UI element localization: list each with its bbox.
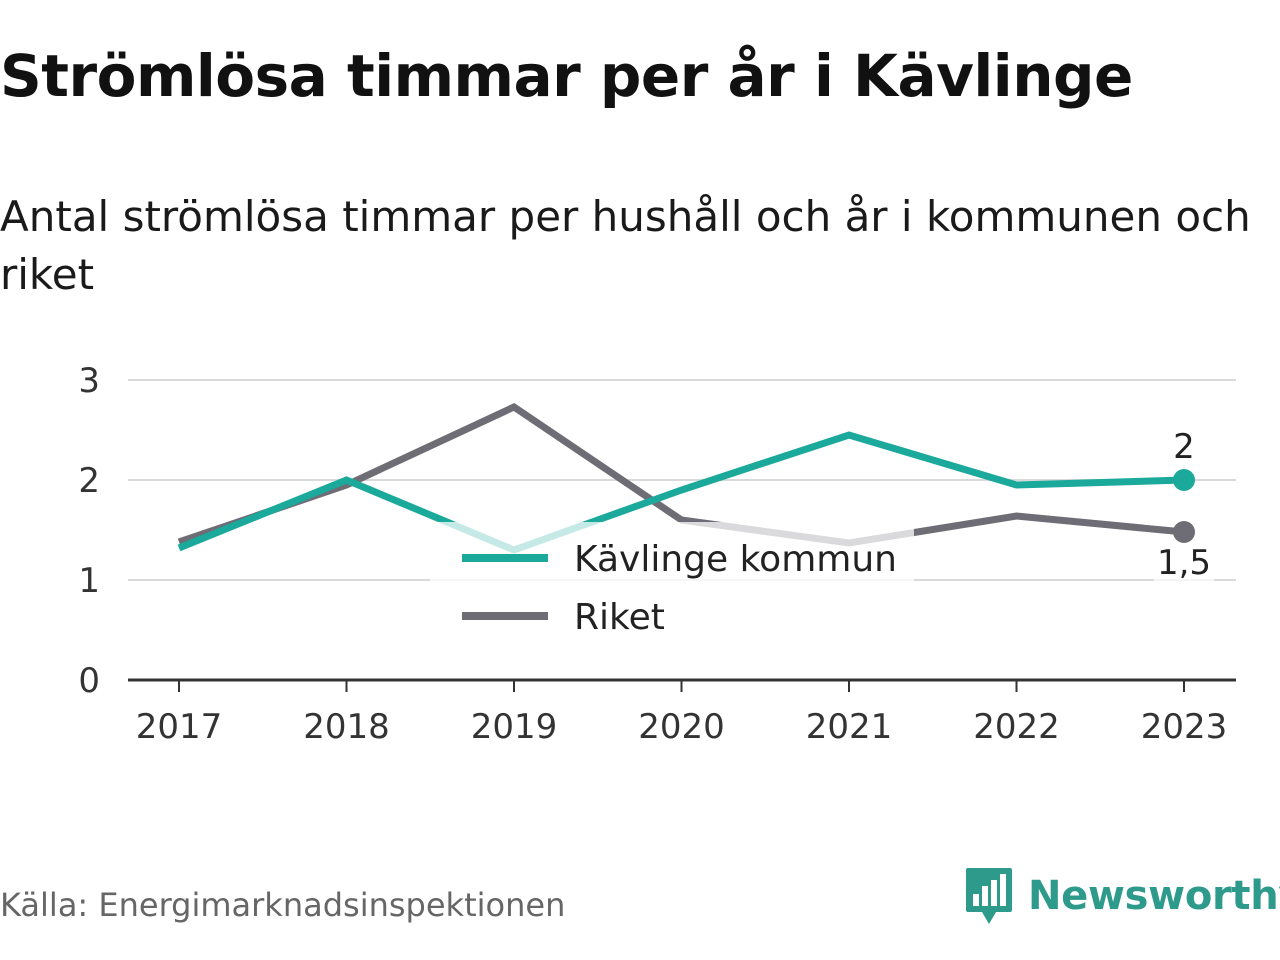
end-label-background [1154, 544, 1214, 584]
brand-name: Newsworthy [1028, 873, 1280, 919]
y-tick-label: 2 [78, 461, 100, 501]
line-chart: 0 1 2 3 2017 2018 2019 2020 2021 2022 2023 Kävlin… [78, 361, 1236, 747]
legend-label: Riket [574, 597, 665, 638]
series-line [177, 402, 1185, 547]
x-tick-label: 2022 [973, 707, 1060, 747]
series-line [177, 431, 1185, 554]
legend: Kävlinge kommun Riket [430, 522, 914, 642]
series-end-marker [1173, 469, 1195, 491]
y-axis-ticks: 0 1 2 3 [78, 361, 100, 701]
legend-label: Kävlinge kommun [574, 539, 897, 580]
brand-logo: Newsworthy [964, 864, 1280, 928]
x-tick-label: 2019 [471, 707, 558, 747]
x-tick-label: 2020 [638, 707, 725, 747]
chart-title: Strömlösa timmar per år i Kävlinge [0, 42, 1133, 110]
series-lines [177, 402, 1195, 554]
source-note: Källa: Energimarknadsinspektionen [0, 886, 566, 924]
end-value-label: 1,5 [1157, 543, 1211, 583]
x-axis: 2017 2018 2019 2020 2021 2022 2023 [128, 678, 1236, 747]
series-end-marker [1173, 521, 1195, 543]
x-tick-label: 2017 [136, 707, 223, 747]
bar-chart-speech-bubble-icon [966, 868, 1012, 924]
y-tick-label: 0 [78, 661, 100, 701]
end-value-label: 2 [1173, 427, 1195, 467]
x-tick-label: 2018 [303, 707, 390, 747]
y-tick-label: 1 [78, 561, 100, 601]
chart-subtitle: Antal strömlösa timmar per hushåll och å… [0, 192, 1251, 299]
x-tick-label: 2023 [1141, 707, 1228, 747]
y-tick-label: 3 [78, 361, 100, 401]
x-tick-label: 2021 [806, 707, 893, 747]
end-labels: 21,5 [1154, 427, 1214, 584]
legend-background [430, 522, 914, 642]
